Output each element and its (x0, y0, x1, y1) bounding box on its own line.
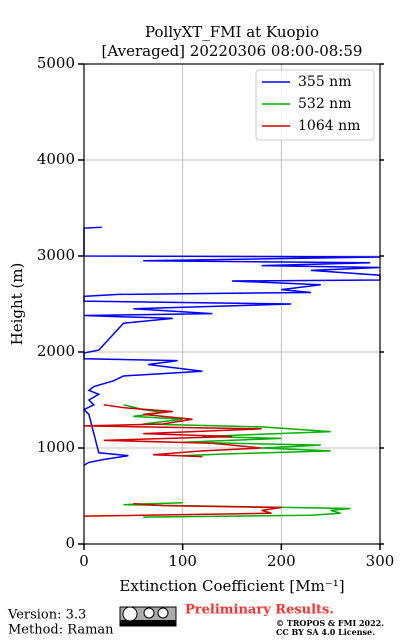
legend-label: 355 nm (298, 74, 351, 90)
x-tick-label: 100 (168, 552, 197, 570)
status-line: Preliminary Results. (185, 603, 334, 618)
x-axis-label: Extinction Coefficient [Mm⁻¹] (119, 577, 344, 595)
method: Method: Raman (8, 623, 114, 638)
license: CC BY SA 4.0 License. (276, 627, 375, 637)
version: Version: 3.3 (7, 608, 86, 623)
y-tick-label: 1000 (37, 438, 75, 456)
x-tick-label: 300 (366, 552, 395, 570)
plot-frame (83, 63, 381, 545)
legend-box (255, 69, 375, 141)
profile-line (82, 226, 381, 466)
profile-line (83, 502, 282, 517)
legend-label: 1064 nm (298, 118, 360, 134)
cc-icon (119, 606, 177, 627)
y-tick-label: 0 (65, 534, 75, 552)
chart-subtitle: [Averaged] 20220306 08:00-08:59 (102, 42, 363, 60)
copyright: © TROPOS & FMI 2022. (276, 618, 384, 628)
chart-title: PollyXT_FMI at Kuopio (145, 23, 319, 41)
y-tick-label: 4000 (37, 150, 75, 168)
legend-label: 532 nm (298, 96, 351, 112)
y-tick-label: 5000 (37, 54, 75, 72)
x-tick-label: 200 (267, 552, 296, 570)
y-tick-label: 2000 (37, 342, 75, 360)
x-tick-label: 0 (79, 552, 89, 570)
y-axis-label: Height (m) (8, 263, 26, 346)
y-tick-label: 3000 (37, 246, 75, 264)
profile-line (83, 404, 262, 458)
